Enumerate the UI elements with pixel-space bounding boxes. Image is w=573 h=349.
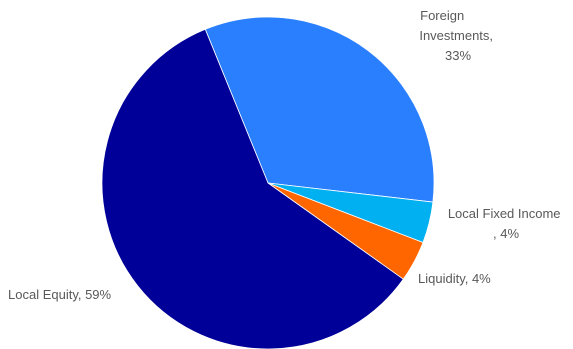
- label-liquidity-line-1: Liquidity, 4%: [418, 271, 491, 286]
- label-foreign-investments: Foreign Investments, 33%: [419, 8, 496, 63]
- label-local-equity-line-1: Local Equity, 59%: [8, 287, 112, 302]
- label-local-fixed-income-line-2: , 4%: [493, 226, 519, 241]
- label-foreign-investments-line-3: 33%: [445, 48, 471, 63]
- label-local-equity: Local Equity, 59%: [8, 287, 112, 302]
- label-foreign-investments-line-1: Foreign: [420, 8, 464, 23]
- label-local-fixed-income: Local Fixed Income , 4%: [448, 206, 564, 241]
- pie-slice-local-equity: [101, 28, 404, 349]
- label-local-fixed-income-line-1: Local Fixed Income: [448, 206, 561, 221]
- label-foreign-investments-line-2: Investments,: [419, 28, 493, 43]
- pie-slice-foreign-investments: [204, 16, 435, 203]
- pie-slices: [101, 16, 435, 349]
- label-liquidity: Liquidity, 4%: [418, 271, 491, 286]
